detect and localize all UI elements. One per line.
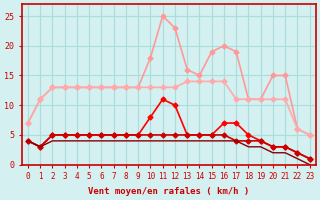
X-axis label: Vent moyen/en rafales ( km/h ): Vent moyen/en rafales ( km/h ) — [88, 187, 250, 196]
